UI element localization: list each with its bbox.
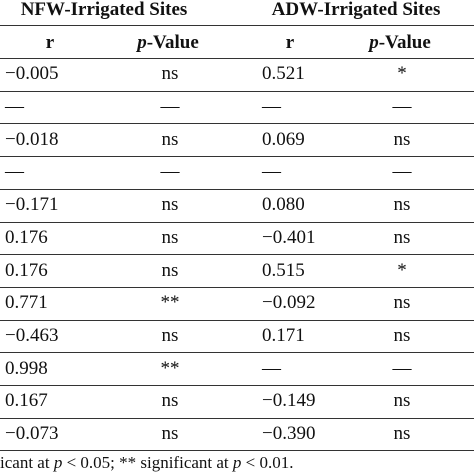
- table-cell: 0.771: [5, 292, 48, 314]
- column-header: r: [286, 31, 294, 55]
- group-header: NFW-Irrigated Sites: [20, 0, 188, 20]
- italic-text: p: [53, 453, 63, 472]
- table-cell: −0.092: [262, 292, 316, 314]
- text: r: [285, 32, 295, 53]
- table-cell: ns: [393, 423, 411, 445]
- table-cell: −0.463: [5, 324, 59, 346]
- rule: [0, 58, 474, 59]
- footnote: icant at p < 0.05; ** significant at p <…: [0, 452, 294, 474]
- text: r: [45, 32, 55, 53]
- column-header: p-Value: [369, 31, 431, 55]
- text: -Value: [378, 32, 431, 53]
- rule: [0, 25, 474, 26]
- table-cell: ns: [161, 324, 179, 346]
- table-cell: *: [397, 63, 407, 85]
- table-cell: —: [262, 161, 281, 183]
- column-header: p-Value: [137, 31, 199, 55]
- rule: [0, 222, 474, 223]
- text: icant at: [0, 453, 54, 472]
- table-cell: ns: [161, 63, 179, 85]
- rule: [0, 189, 474, 190]
- table-cell: 0.521: [262, 63, 305, 85]
- table-cell: —: [392, 357, 412, 379]
- italic-text: p: [137, 32, 147, 53]
- text: < 0.05; ** significant at: [62, 453, 233, 472]
- table-cell: **: [160, 292, 180, 314]
- italic-text: p: [232, 453, 242, 472]
- table-cell: ns: [161, 390, 179, 412]
- table-cell: —: [5, 161, 24, 183]
- text: -Value: [146, 32, 199, 53]
- table-cell: −0.401: [262, 226, 316, 248]
- table-cell: ns: [161, 423, 179, 445]
- italic-text: p: [369, 32, 379, 53]
- table-cell: −0.073: [5, 423, 59, 445]
- table-cell: ns: [393, 194, 411, 216]
- table-cell: −0.171: [5, 194, 59, 216]
- table-cell: ns: [161, 194, 179, 216]
- table-cell: —: [5, 96, 24, 118]
- table-cell: 0.080: [262, 194, 305, 216]
- table-cell: —: [392, 96, 412, 118]
- table-cell: *: [397, 259, 407, 281]
- table-cell: −0.390: [262, 423, 316, 445]
- rule: [0, 385, 474, 386]
- table-cell: ns: [161, 259, 179, 281]
- table-cell: 0.171: [262, 324, 305, 346]
- table-cell: ns: [161, 226, 179, 248]
- group-header: ADW-Irrigated Sites: [271, 0, 441, 20]
- table-cell: ns: [393, 226, 411, 248]
- rule: [0, 418, 474, 419]
- table-cell: 0.515: [262, 259, 305, 281]
- rule: [0, 156, 474, 157]
- table-cell: −0.149: [262, 390, 316, 412]
- rule: [0, 123, 474, 124]
- table-cell: ns: [393, 292, 411, 314]
- table-cell: ns: [161, 128, 179, 150]
- table-cell: 0.176: [5, 259, 48, 281]
- rule: [0, 450, 474, 451]
- table-cell: —: [160, 161, 180, 183]
- table-cell: —: [262, 96, 281, 118]
- table-cell: ns: [393, 128, 411, 150]
- table-cell: ns: [393, 390, 411, 412]
- table-cell: 0.069: [262, 128, 305, 150]
- rule: [0, 287, 474, 288]
- table-cell: −0.005: [5, 63, 59, 85]
- rule: [0, 254, 474, 255]
- table-cell: 0.167: [5, 390, 48, 412]
- table-cell: —: [262, 357, 281, 379]
- table-cell: —: [160, 96, 180, 118]
- table-cell: −0.018: [5, 128, 59, 150]
- table-cell: 0.998: [5, 357, 48, 379]
- table-cell: —: [392, 161, 412, 183]
- text: < 0.01.: [241, 453, 294, 472]
- rule: [0, 352, 474, 353]
- table-cell: ns: [393, 324, 411, 346]
- rule: [0, 91, 474, 92]
- rule: [0, 320, 474, 321]
- column-header: r: [46, 31, 54, 55]
- table-cell: 0.176: [5, 226, 48, 248]
- table-cell: **: [160, 357, 180, 379]
